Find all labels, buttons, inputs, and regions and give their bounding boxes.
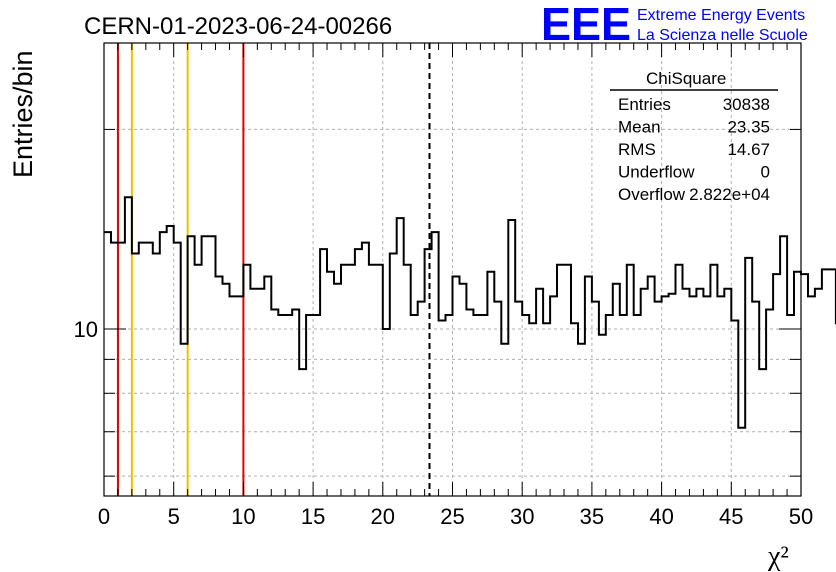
y-tick-label: 10 (74, 317, 98, 342)
logo-text: EEE (541, 0, 631, 50)
stats-label: Entries (618, 95, 671, 114)
stats-title: ChiSquare (646, 69, 726, 88)
x-tick-label: 5 (168, 504, 180, 529)
stats-value: 14.67 (727, 140, 770, 159)
x-tick-label: 40 (649, 504, 673, 529)
x-tick-label: 15 (301, 504, 325, 529)
stats-label: Overflow (618, 185, 686, 204)
stats-label: Mean (618, 118, 661, 137)
stats-rows: Entries 30838 Mean 23.35 RMS 14.67 Underflow 0 O… (618, 95, 770, 204)
stats-label: Underflow (618, 163, 695, 182)
stats-box: ChiSquare Entries 30838 Mean 23.35 RMS 14.67 U… (610, 69, 778, 204)
x-tick-label: 50 (789, 504, 813, 529)
x-tick-label: 10 (231, 504, 255, 529)
x-tick-label: 0 (98, 504, 110, 529)
x-tick-label: 35 (580, 504, 604, 529)
axis-ticks (103, 43, 802, 496)
stats-value: 23.35 (727, 118, 770, 137)
x-tick-label: 45 (719, 504, 743, 529)
stats-label: RMS (618, 140, 656, 159)
x-tick-label: 30 (510, 504, 534, 529)
eee-logo: EEE Extreme Energy Events La Scienza nel… (541, 0, 808, 50)
stats-value: 2.822e+04 (689, 185, 770, 204)
histogram-series (104, 196, 836, 429)
stats-value: 0 (761, 163, 770, 182)
stats-value: 30838 (723, 95, 770, 114)
x-tick-label: 20 (371, 504, 395, 529)
y-axis-label: Entries/bin (8, 50, 38, 178)
x-axis-label: χ² (767, 541, 789, 572)
logo-line-2: La Scienza nelle Scuole (637, 27, 808, 44)
grid (104, 43, 801, 496)
run-title: CERN-01-2023-06-24-00266 (84, 13, 392, 40)
logo-line-1: Extreme Energy Events (637, 7, 805, 24)
x-tick-label: 25 (440, 504, 464, 529)
axis-tick-labels: 0 5 10 15 20 25 30 35 40 45 50 10 (74, 317, 814, 529)
